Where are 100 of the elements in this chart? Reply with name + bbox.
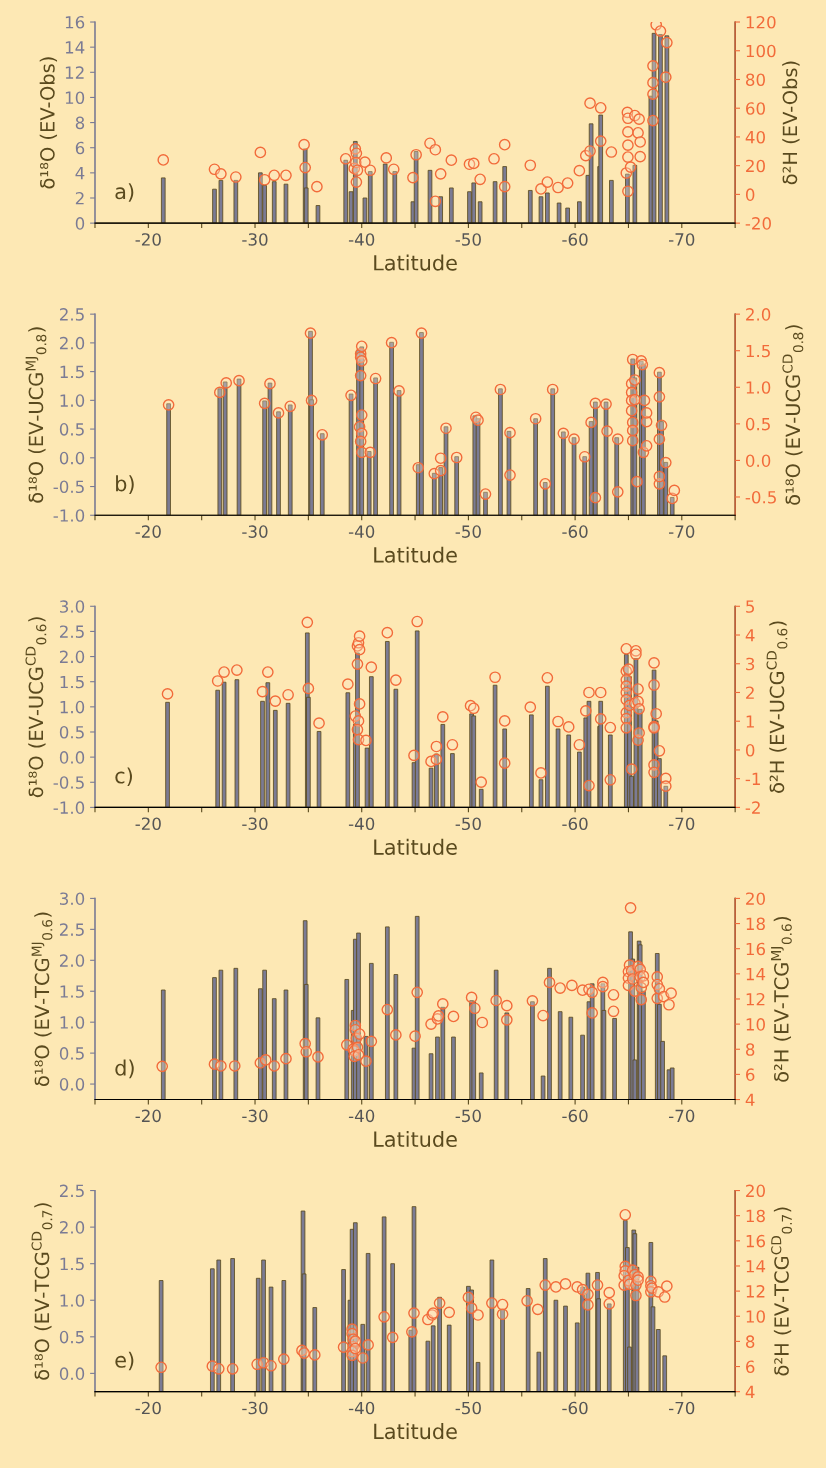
y2-axis-title: δ²H (EV-TCG$^{MJ}$$_{0.6}$) [771, 916, 792, 1082]
y2-tick-label: 2.0 [746, 308, 771, 321]
x-tick-label: -60 [562, 233, 588, 246]
y2-tick-label: 3 [746, 657, 755, 671]
y2-tick-label: 20 [746, 892, 765, 905]
y-axis-title: δ¹⁸O (EV-TCG$^{CD}$$_{0.7}$) [31, 1203, 53, 1380]
y-tick-label: 0.5 [59, 1047, 84, 1060]
y2-tick-label: 1 [746, 715, 754, 728]
x-tick-label: -70 [669, 1109, 695, 1123]
y2-tick-label: 1.5 [746, 344, 770, 358]
y2-axis-title: δ²H (EV-TCG$^{CD}$$_{0.7}$) [771, 1207, 793, 1376]
x-tick-label: -40 [348, 817, 375, 831]
x-tick-label: -40 [348, 233, 375, 246]
y2-tick-label: 60 [746, 102, 765, 115]
y2-tick-label: -0.5 [745, 490, 776, 504]
y-tick-label: 1.0 [60, 1294, 85, 1307]
y-tick-label: 8 [75, 116, 85, 130]
y2-tick-label: -1 [745, 772, 760, 785]
annotation: e) [115, 1351, 134, 1371]
x-axis-title: Latitude [374, 838, 457, 855]
y-tick-label: 0.5 [59, 1330, 84, 1344]
y-tick-label: 16 [65, 15, 85, 29]
y-tick-label: 1.5 [60, 365, 84, 379]
y2-tick-label: 0.5 [745, 417, 770, 431]
y2-tick-label: 4 [745, 1385, 755, 1398]
y2-tick-label: 6 [746, 1068, 755, 1081]
y-tick-label: 12 [65, 66, 84, 79]
x-axis-title: Latitude [374, 1130, 457, 1148]
y2-tick-label: 16 [746, 942, 766, 956]
y2-tick-label: 100 [746, 44, 776, 58]
y-tick-label: 1.5 [60, 985, 84, 998]
annotation: a) [115, 183, 134, 202]
y-tick-label: 0.0 [59, 1367, 85, 1380]
x-tick-label: -60 [562, 817, 588, 831]
y-tick-label: 4 [75, 167, 85, 180]
y2-tick-label: 4 [745, 629, 755, 642]
y2-tick-label: 120 [746, 15, 776, 29]
x-tick-label: -20 [135, 525, 161, 538]
y-tick-label: 1.5 [60, 675, 84, 689]
y-tick-label: 1.0 [60, 1016, 85, 1029]
x-axis-title: Latitude [374, 1423, 457, 1440]
y-tick-label: -0.5 [53, 480, 84, 494]
x-tick-label: -60 [562, 525, 588, 538]
x-tick-label: -50 [455, 525, 481, 538]
y2-tick-label: 40 [745, 130, 765, 144]
y-tick-label: 2.0 [59, 650, 85, 664]
x-tick-label: -50 [455, 817, 481, 831]
y2-axis-title: δ²H (EV-UCG$^{CD}$$_{0.6}$) [766, 621, 788, 793]
y2-tick-label: -2 [745, 801, 760, 814]
y-tick-label: -1.0 [53, 509, 85, 522]
x-tick-label: -20 [135, 1401, 161, 1415]
y-tick-label: 2.0 [59, 954, 85, 967]
y2-tick-label: 18 [746, 1209, 765, 1223]
y-tick-label: 0.0 [59, 451, 85, 465]
y-tick-label: 2.5 [59, 625, 84, 638]
x-tick-label: -60 [562, 1401, 588, 1415]
y-tick-label: 2.0 [59, 336, 85, 350]
y2-tick-label: 16 [746, 1234, 766, 1248]
y-tick-label: -1.0 [53, 801, 85, 814]
y-tick-label: 14 [65, 41, 85, 54]
y-tick-label: 0.0 [59, 751, 85, 764]
y2-tick-label: 8 [745, 1043, 755, 1056]
y2-tick-label: 12 [746, 1285, 765, 1298]
x-axis-title: Latitude [374, 254, 457, 271]
y-tick-label: 1.5 [60, 1257, 84, 1271]
y-tick-label: 1.0 [60, 394, 85, 407]
x-tick-label: -50 [455, 1401, 481, 1415]
x-tick-label: -30 [242, 817, 268, 831]
y-tick-label: 0.5 [59, 725, 84, 739]
x-tick-label: -70 [669, 525, 695, 538]
y-tick-label: 3.0 [60, 600, 85, 613]
y2-tick-label: 14 [746, 968, 766, 981]
x-tick-label: -30 [242, 525, 268, 538]
y2-tick-label: 12 [746, 992, 765, 1006]
x-tick-label: -50 [455, 233, 481, 246]
y-tick-label: 2.5 [59, 923, 84, 936]
y-tick-label: 2.0 [59, 1221, 85, 1234]
x-tick-label: -40 [348, 525, 375, 538]
y-axis-title: δ¹⁸O (EV-UCG$^{MJ}$$_{0.8}$) [25, 327, 47, 503]
y-axis-title: δ¹⁸O (EV-UCG$^{CD}$$_{0.6}$) [25, 617, 47, 798]
annotation: c) [115, 767, 132, 787]
y-tick-label: 1.0 [60, 700, 85, 714]
y-tick-label: 10 [65, 91, 85, 105]
x-tick-label: -20 [135, 817, 161, 831]
y2-tick-label: 18 [746, 917, 765, 931]
y-tick-label: 2 [75, 191, 84, 205]
y2-tick-label: 6 [746, 1360, 755, 1374]
y2-tick-label: 2 [746, 686, 754, 699]
y-tick-label: 2.5 [59, 308, 84, 321]
y2-tick-label: 5 [746, 600, 755, 613]
x-tick-label: -40 [348, 1401, 375, 1415]
y2-tick-label: 14 [746, 1260, 766, 1273]
y2-tick-label: 8 [745, 1335, 755, 1348]
annotation: d) [115, 1059, 134, 1079]
x-tick-label: -50 [455, 1109, 481, 1123]
x-tick-label: -30 [242, 1401, 268, 1415]
x-tick-label: -40 [348, 1109, 375, 1123]
y2-tick-label: 10 [746, 1310, 765, 1323]
y-tick-label: -0.5 [53, 776, 84, 789]
y-tick-label: 6 [75, 141, 85, 155]
